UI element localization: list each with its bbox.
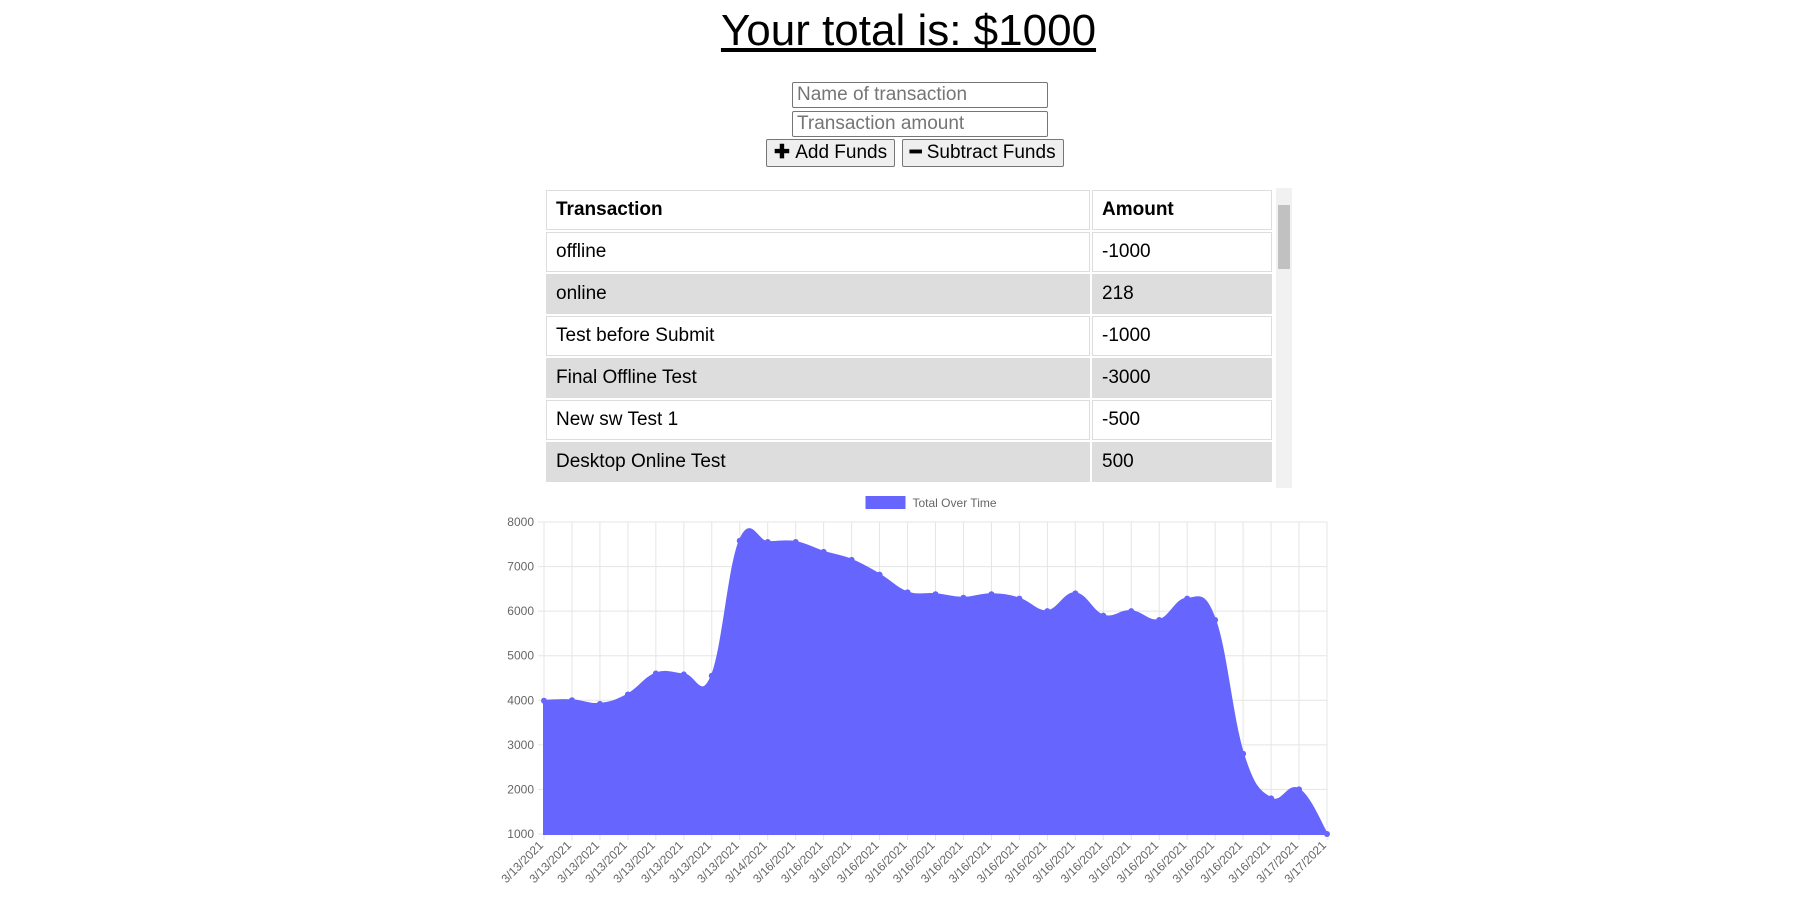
y-tick-label: 3000 bbox=[507, 738, 534, 752]
column-header: Transaction bbox=[546, 190, 1090, 230]
data-point bbox=[624, 691, 631, 698]
minus-icon: ━ bbox=[910, 142, 927, 163]
data-point bbox=[541, 697, 547, 704]
subtract-label: Subtract Funds bbox=[926, 142, 1056, 163]
table-row: Final Offline Test -3000 bbox=[546, 358, 1272, 398]
data-point bbox=[876, 571, 883, 578]
y-tick-label: 2000 bbox=[507, 782, 534, 796]
y-tick-label: 5000 bbox=[507, 649, 534, 663]
header-row: Transaction Amount bbox=[546, 190, 1272, 230]
table-cell: Desktop Online Test bbox=[546, 442, 1090, 482]
name-input[interactable]: Name of transaction bbox=[792, 82, 1048, 108]
table-cell: Test before Submit bbox=[546, 316, 1090, 356]
plus-icon: ✚ bbox=[774, 142, 796, 163]
subtract-button[interactable]: ━ Subtract Funds bbox=[902, 139, 1064, 167]
scrollbar[interactable] bbox=[1276, 188, 1292, 488]
y-tick-label: 7000 bbox=[507, 560, 534, 574]
y-tick-label: 8000 bbox=[507, 515, 534, 529]
table-cell: 218 bbox=[1092, 274, 1272, 314]
data-point bbox=[960, 594, 967, 601]
data-point bbox=[932, 591, 939, 598]
data-point bbox=[904, 589, 911, 596]
table-row: Test before Submit -1000 bbox=[546, 316, 1272, 356]
total-title: Your total is: $1000 bbox=[720, 6, 1097, 55]
transaction-table: Transaction Amount offline -1000 online 218 Te… bbox=[544, 188, 1274, 484]
table-cell: Final Offline Test bbox=[546, 358, 1090, 398]
table-cell: online bbox=[546, 274, 1090, 314]
data-point bbox=[1156, 617, 1163, 624]
table-row: Desktop Online Test 500 bbox=[546, 442, 1272, 482]
legend-swatch bbox=[865, 496, 906, 509]
transaction-table-container[interactable]: Transaction Amount offline -1000 online 218 Te… bbox=[544, 188, 1292, 488]
data-point bbox=[988, 591, 995, 598]
data-point bbox=[680, 671, 687, 678]
table-cell: New sw Test 1 bbox=[546, 400, 1090, 440]
data-point bbox=[1324, 831, 1330, 837]
data-point bbox=[1296, 786, 1303, 793]
data-point bbox=[1268, 795, 1275, 802]
table-row: online 218 bbox=[546, 274, 1272, 314]
y-tick-label: 6000 bbox=[507, 604, 534, 618]
data-point bbox=[1072, 590, 1079, 597]
table-cell: -500 bbox=[1092, 400, 1272, 440]
data-point bbox=[652, 670, 659, 677]
data-point bbox=[736, 537, 743, 544]
data-point bbox=[596, 700, 603, 707]
data-point bbox=[1184, 595, 1191, 602]
data-point bbox=[1128, 608, 1135, 615]
legend-label: Total Over Time bbox=[913, 496, 997, 510]
table-cell: -3000 bbox=[1092, 358, 1272, 398]
table-cell: 500 bbox=[1092, 442, 1272, 482]
table-cell: offline bbox=[546, 232, 1090, 272]
add-label: Add Funds bbox=[795, 142, 888, 163]
data-point bbox=[792, 539, 799, 546]
table-cell: -1000 bbox=[1092, 316, 1272, 356]
data-point bbox=[764, 539, 771, 546]
y-tick-label: 1000 bbox=[507, 827, 534, 841]
add-button[interactable]: ✚ Add Funds bbox=[766, 139, 896, 167]
data-point bbox=[1240, 750, 1247, 757]
table-row: offline -1000 bbox=[546, 232, 1272, 272]
data-point bbox=[820, 548, 827, 555]
data-point bbox=[1016, 595, 1023, 602]
column-header: Amount bbox=[1092, 190, 1272, 230]
table-row: New sw Test 1 -500 bbox=[546, 400, 1272, 440]
data-point bbox=[848, 556, 855, 563]
data-point bbox=[1100, 612, 1107, 619]
data-point bbox=[708, 672, 715, 679]
data-point bbox=[568, 697, 575, 704]
data-point bbox=[1044, 608, 1051, 615]
amount-input[interactable]: Transaction amount bbox=[792, 111, 1048, 137]
data-point bbox=[1212, 617, 1219, 624]
table-cell: -1000 bbox=[1092, 232, 1272, 272]
scroll-thumb[interactable] bbox=[1278, 205, 1290, 269]
y-tick-label: 4000 bbox=[507, 693, 534, 707]
